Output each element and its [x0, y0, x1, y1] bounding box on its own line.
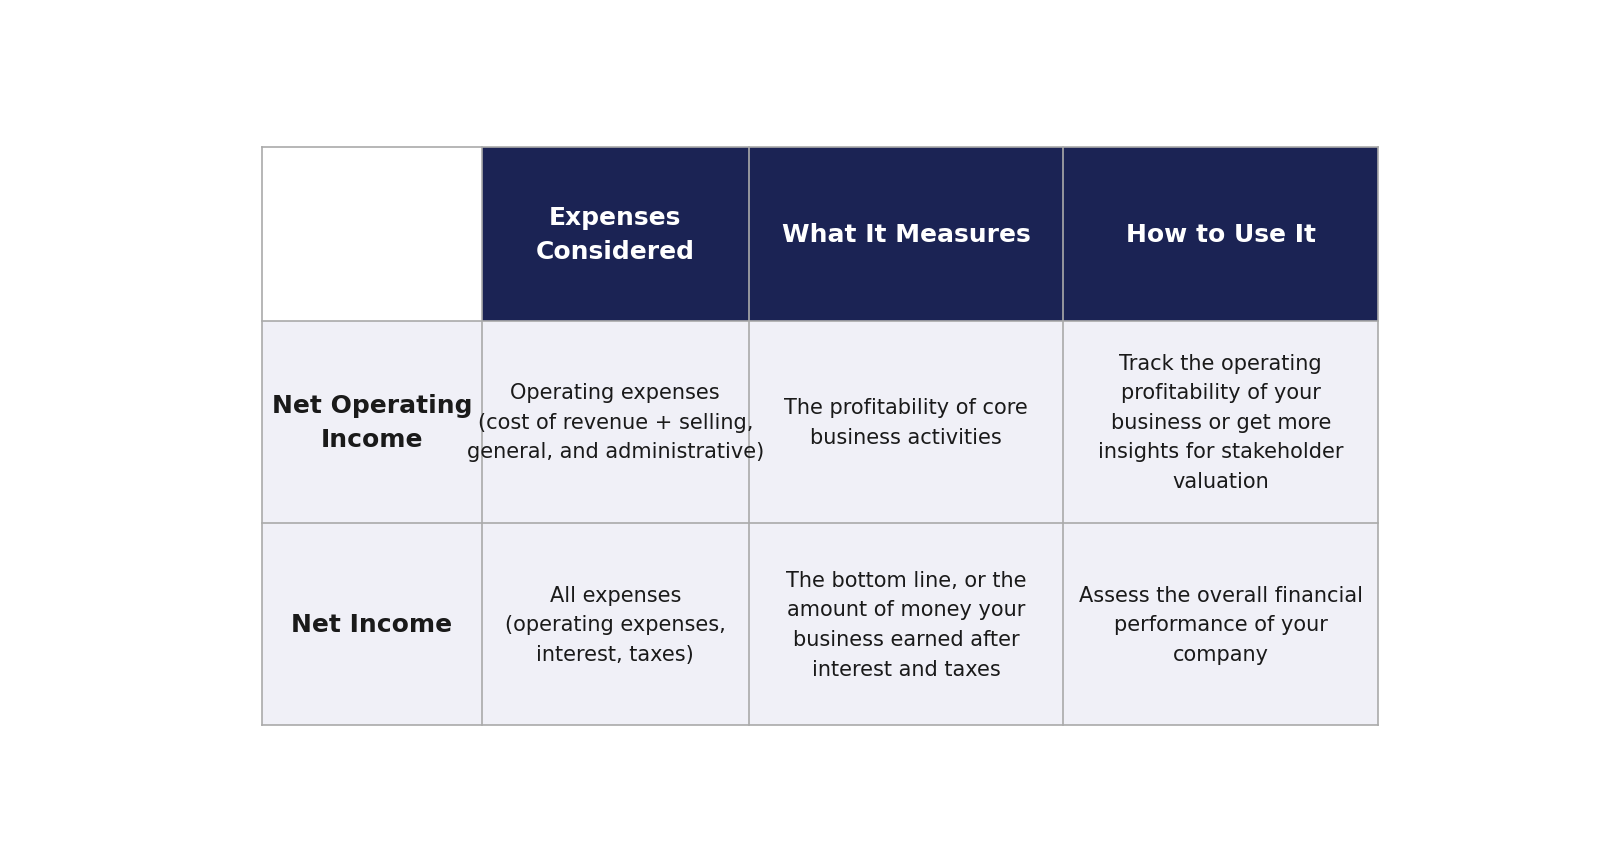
Text: Net Operating
Income: Net Operating Income — [272, 394, 472, 451]
Text: All expenses
(operating expenses,
interest, taxes): All expenses (operating expenses, intere… — [506, 584, 725, 664]
Bar — [482, 523, 749, 725]
Bar — [749, 148, 1064, 321]
Text: Track the operating
profitability of your
business or get more
insights for stak: Track the operating profitability of you… — [1098, 354, 1344, 492]
Bar — [482, 321, 749, 523]
Bar — [1064, 523, 1378, 725]
Bar — [749, 321, 1064, 523]
Bar — [262, 148, 482, 321]
Bar — [262, 321, 482, 523]
Bar — [1064, 148, 1378, 321]
Text: The bottom line, or the
amount of money your
business earned after
interest and : The bottom line, or the amount of money … — [786, 570, 1026, 679]
Text: Expenses
Considered: Expenses Considered — [536, 206, 694, 263]
Text: The profitability of core
business activities: The profitability of core business activ… — [784, 398, 1027, 447]
Text: How to Use It: How to Use It — [1126, 222, 1315, 247]
Bar — [482, 148, 749, 321]
Text: What It Measures: What It Measures — [782, 222, 1030, 247]
Bar — [1064, 321, 1378, 523]
Bar — [262, 523, 482, 725]
Text: Operating expenses
(cost of revenue + selling,
general, and administrative): Operating expenses (cost of revenue + se… — [467, 383, 763, 462]
Bar — [749, 523, 1064, 725]
Text: Net Income: Net Income — [291, 613, 453, 636]
Text: Assess the overall financial
performance of your
company: Assess the overall financial performance… — [1078, 584, 1363, 664]
